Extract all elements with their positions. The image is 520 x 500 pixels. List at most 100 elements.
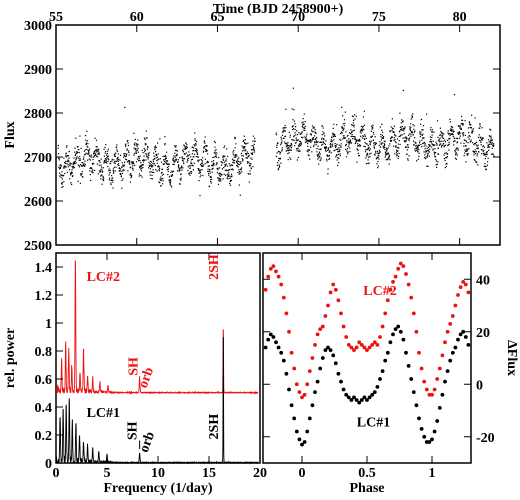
- light-curve-point: [463, 145, 465, 147]
- phase-point-lc2: [367, 345, 372, 350]
- light-curve-point: [160, 172, 162, 174]
- light-curve-point: [114, 153, 116, 155]
- light-curve-point: [485, 168, 487, 171]
- light-curve-x-tick-label: 60: [130, 10, 144, 25]
- light-curve-point: [65, 152, 67, 154]
- phase-point-lc2: [287, 329, 291, 334]
- light-curve-point: [152, 169, 154, 171]
- light-curve-point: [334, 149, 336, 151]
- light-curve-point: [388, 158, 390, 160]
- light-curve-point: [164, 144, 166, 146]
- light-curve-point: [367, 154, 369, 156]
- light-curve-point: [305, 135, 307, 137]
- phase-point-lc2: [310, 356, 315, 360]
- light-curve-point: [236, 165, 238, 167]
- light-curve-point: [472, 142, 474, 144]
- light-curve-point: [434, 148, 436, 150]
- light-curve-point: [356, 148, 358, 150]
- light-curve-point: [229, 180, 231, 183]
- light-curve-point: [218, 172, 220, 175]
- light-curve-point: [489, 136, 491, 138]
- light-curve-point: [442, 144, 444, 146]
- light-curve-point: [440, 143, 442, 145]
- light-curve-point: [228, 174, 230, 176]
- light-curve-point: [384, 151, 387, 154]
- light-curve-point: [193, 156, 195, 158]
- light-curve-point: [425, 156, 427, 158]
- light-curve-point: [73, 163, 75, 165]
- light-curve-point: [490, 135, 492, 137]
- light-curve-point: [158, 169, 160, 171]
- light-curve-point: [351, 124, 353, 126]
- light-curve-point: [139, 160, 141, 162]
- light-curve-point: [131, 162, 133, 164]
- light-curve-point: [365, 143, 367, 145]
- light-curve-point: [306, 139, 308, 141]
- phase-point-lc1: [328, 348, 333, 352]
- light-curve-point: [65, 166, 67, 168]
- light-curve-point: [191, 163, 193, 165]
- phase-point-lc2: [302, 392, 307, 397]
- light-curve-point: [357, 139, 359, 141]
- light-curve-point: [477, 164, 479, 166]
- light-curve-point: [376, 150, 379, 152]
- light-curve-point: [77, 180, 79, 182]
- light-curve-point: [330, 152, 332, 154]
- light-curve-point: [450, 128, 452, 130]
- light-curve-point: [384, 148, 386, 151]
- light-curve-point: [430, 141, 432, 143]
- light-curve-point: [397, 150, 399, 152]
- light-curve-point: [339, 149, 341, 151]
- light-curve-point: [311, 130, 313, 132]
- light-curve-point: [110, 182, 112, 184]
- light-curve-point: [394, 140, 396, 143]
- light-curve-point: [163, 163, 165, 165]
- light-curve-point: [308, 141, 310, 143]
- light-curve-point: [444, 159, 446, 162]
- light-curve-point: [158, 158, 160, 160]
- phase-point-lc1: [284, 371, 289, 376]
- light-curve-point: [181, 156, 183, 158]
- light-curve-point: [377, 167, 379, 169]
- phase-point-lc1: [336, 371, 341, 376]
- light-curve-point: [378, 152, 380, 154]
- light-curve-point: [319, 151, 321, 153]
- light-curve-point: [370, 152, 372, 154]
- light-curve-point: [145, 130, 147, 132]
- light-curve-point: [399, 130, 401, 132]
- light-curve-point: [93, 152, 95, 154]
- light-curve-point: [233, 162, 235, 164]
- light-curve-point: [106, 155, 109, 157]
- light-curve-point: [135, 161, 138, 163]
- light-curve-point: [126, 149, 128, 151]
- light-curve-point: [240, 152, 242, 155]
- light-curve-point: [108, 168, 110, 170]
- light-curve-point: [252, 166, 254, 168]
- light-curve-point: [231, 164, 233, 167]
- light-curve-point: [330, 140, 332, 142]
- annotation-lc2-orb: orb: [136, 365, 157, 390]
- light-curve-point: [127, 142, 129, 144]
- light-curve-point: [339, 150, 341, 152]
- light-curve-point: [174, 159, 176, 161]
- light-curve-point: [227, 155, 229, 157]
- light-curve-point: [477, 147, 479, 149]
- light-curve-point: [201, 160, 204, 162]
- light-curve-point: [315, 140, 318, 142]
- light-curve-point: [449, 118, 451, 120]
- light-curve-point: [117, 164, 119, 166]
- phase-point-lc2: [326, 303, 330, 308]
- light-curve-y-tick-label: 2700: [24, 151, 52, 166]
- light-curve-point: [297, 156, 299, 159]
- light-curve-point: [354, 137, 356, 139]
- light-curve-point: [120, 173, 122, 175]
- light-curve-point: [431, 143, 433, 145]
- light-curve-point: [106, 154, 108, 156]
- light-curve-point: [190, 159, 192, 161]
- light-curve-point: [179, 183, 181, 185]
- light-curve-point: [492, 145, 494, 147]
- light-curve-point: [467, 127, 470, 129]
- light-curve-point: [332, 134, 334, 136]
- light-curve-point: [173, 164, 175, 166]
- light-curve-point: [394, 153, 396, 155]
